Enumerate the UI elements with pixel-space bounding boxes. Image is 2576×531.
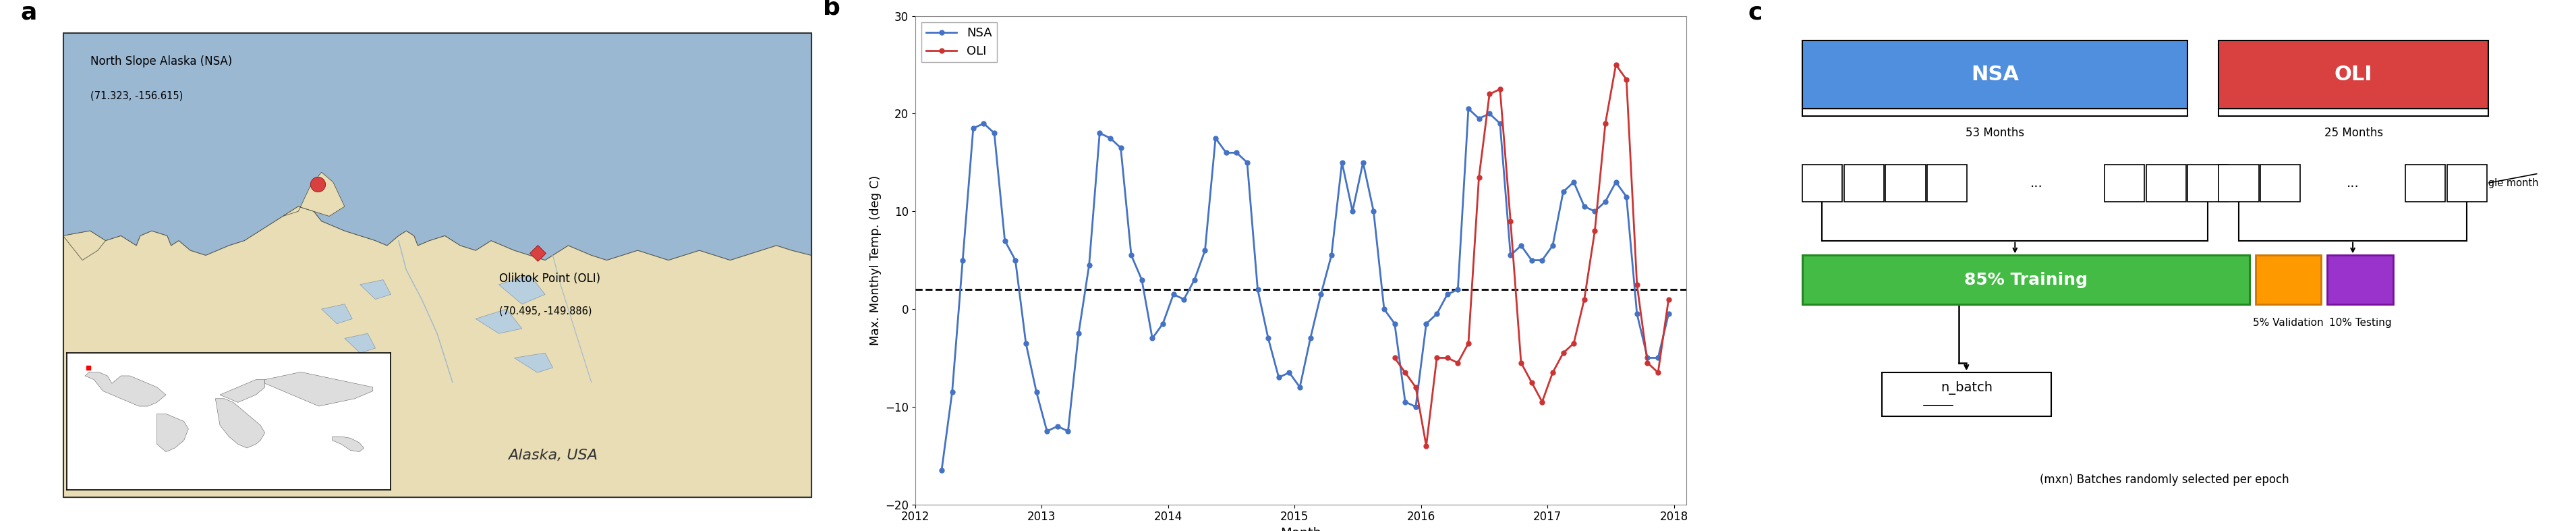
Text: (71.323, -156.615): (71.323, -156.615) xyxy=(90,91,183,101)
NSA xyxy=(927,467,958,474)
Bar xyxy=(1803,165,1842,202)
Text: ...: ... xyxy=(2347,177,2360,190)
Text: North Slope Alaska (NSA): North Slope Alaska (NSA) xyxy=(90,55,232,67)
FancyBboxPatch shape xyxy=(1803,40,2187,109)
OLI xyxy=(1589,120,1620,126)
Polygon shape xyxy=(477,309,523,333)
OLI xyxy=(1412,443,1443,449)
Y-axis label: Max. Monthyl Temp. (deg C): Max. Monthyl Temp. (deg C) xyxy=(868,175,881,345)
OLI xyxy=(1401,384,1432,390)
Bar xyxy=(2406,165,2445,202)
Polygon shape xyxy=(283,172,345,216)
Line: NSA: NSA xyxy=(940,106,1672,473)
FancyBboxPatch shape xyxy=(2218,40,2488,109)
OLI xyxy=(1610,76,1641,83)
Bar xyxy=(2447,165,2486,202)
Polygon shape xyxy=(361,280,392,299)
OLI xyxy=(1517,379,1548,386)
Text: ...: ... xyxy=(2030,177,2043,190)
FancyBboxPatch shape xyxy=(1880,373,2050,416)
FancyBboxPatch shape xyxy=(2326,255,2393,304)
NSA xyxy=(1654,311,1685,317)
Polygon shape xyxy=(515,353,554,373)
OLI xyxy=(1443,359,1473,366)
Polygon shape xyxy=(500,275,546,304)
OLI xyxy=(1494,218,1525,224)
Text: b: b xyxy=(822,0,840,19)
OLI xyxy=(1643,370,1674,376)
OLI xyxy=(1600,62,1631,68)
Text: 53 Months: 53 Months xyxy=(1965,127,2025,139)
NSA xyxy=(1453,106,1484,112)
OLI xyxy=(1463,174,1494,181)
OLI xyxy=(1473,91,1504,97)
FancyBboxPatch shape xyxy=(1803,255,2249,304)
Bar xyxy=(2259,165,2300,202)
Text: OLI: OLI xyxy=(2334,65,2372,84)
OLI xyxy=(1558,340,1589,346)
OLI xyxy=(1504,359,1535,366)
Text: c: c xyxy=(1749,1,1762,24)
OLI xyxy=(1484,86,1515,92)
OLI xyxy=(1569,296,1600,303)
OLI xyxy=(1432,355,1463,361)
Bar xyxy=(1927,165,1968,202)
Polygon shape xyxy=(322,304,353,324)
Bar xyxy=(1886,165,1927,202)
OLI xyxy=(1538,370,1569,376)
Polygon shape xyxy=(62,231,106,260)
Text: 10% Testing: 10% Testing xyxy=(2329,318,2391,328)
NSA xyxy=(1558,179,1589,185)
NSA xyxy=(1327,159,1358,166)
Bar xyxy=(2218,165,2259,202)
FancyBboxPatch shape xyxy=(2257,255,2321,304)
OLI xyxy=(1654,296,1685,303)
Text: Oliktok Point (OLI): Oliktok Point (OLI) xyxy=(500,273,600,285)
Line: OLI: OLI xyxy=(1391,63,1672,448)
X-axis label: Month: Month xyxy=(1280,527,1321,531)
Text: Alaska, USA: Alaska, USA xyxy=(507,449,598,463)
OLI xyxy=(1548,350,1579,356)
Text: (70.495, -149.886): (70.495, -149.886) xyxy=(500,306,592,316)
Text: Single month: Single month xyxy=(2473,178,2540,189)
Text: NSA: NSA xyxy=(1971,65,2020,84)
Bar xyxy=(2105,165,2146,202)
Text: a: a xyxy=(21,1,36,24)
Text: n_batch: n_batch xyxy=(1940,381,1991,395)
OLI xyxy=(1453,340,1484,346)
OLI xyxy=(1620,281,1651,288)
NSA xyxy=(1095,135,1126,141)
Legend: NSA, OLI: NSA, OLI xyxy=(922,22,997,62)
Bar xyxy=(2146,165,2187,202)
NSA xyxy=(1020,389,1051,395)
Polygon shape xyxy=(345,333,376,353)
OLI xyxy=(1378,355,1409,361)
Polygon shape xyxy=(62,207,811,497)
OLI xyxy=(1388,370,1419,376)
OLI xyxy=(1633,359,1664,366)
Text: 5% Validation: 5% Validation xyxy=(2254,318,2324,328)
Bar xyxy=(1844,165,1883,202)
Text: 25 Months: 25 Months xyxy=(2324,127,2383,139)
Text: 85% Training: 85% Training xyxy=(1963,272,2087,288)
OLI xyxy=(1528,399,1558,405)
NSA xyxy=(1548,189,1579,195)
Bar xyxy=(2187,165,2228,202)
Text: (mxn) Batches randomly selected per epoch: (mxn) Batches randomly selected per epoc… xyxy=(2040,474,2290,486)
OLI xyxy=(1579,228,1610,234)
OLI xyxy=(1422,355,1453,361)
NSA xyxy=(1146,321,1177,327)
